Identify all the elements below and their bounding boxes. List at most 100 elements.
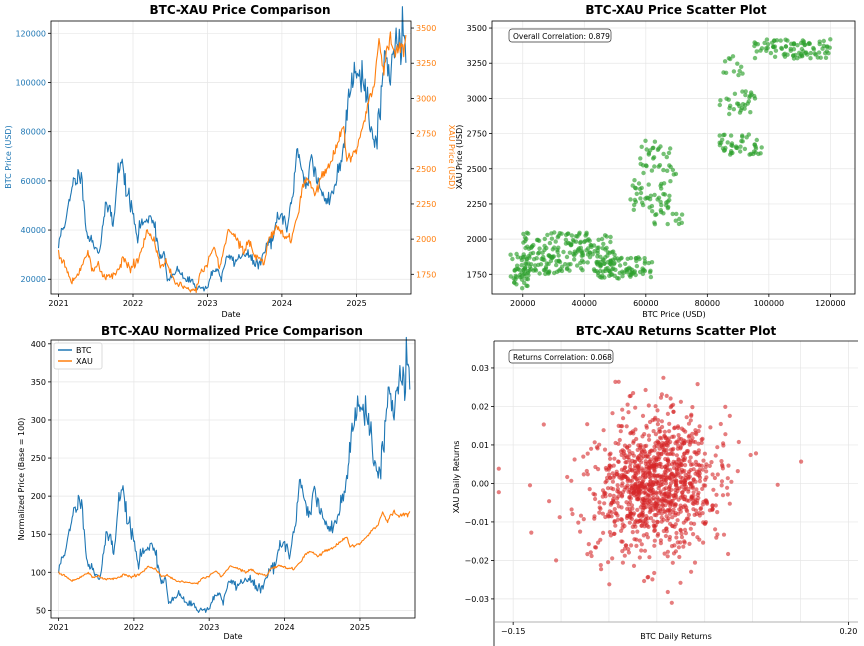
scatter-point (592, 268, 597, 274)
scatter-point (632, 475, 637, 480)
y-tick-label: 2750 (416, 130, 436, 139)
scatter-point (668, 451, 673, 456)
scatter-point (563, 232, 569, 238)
scatter-point (701, 458, 706, 463)
scatter-point (578, 240, 583, 245)
scatter-point (668, 405, 673, 410)
y-tick-label: 3500 (416, 24, 436, 33)
scatter-point (641, 470, 646, 475)
scatter-point (600, 246, 605, 251)
y-tick-label: 20000 (21, 275, 46, 284)
scatter-point (664, 154, 669, 160)
scatter-point (670, 524, 675, 529)
scatter-point (669, 600, 674, 605)
scatter-point (521, 240, 526, 245)
scatter-point (609, 486, 614, 491)
scatter-point (639, 185, 644, 191)
scatter-point (602, 275, 607, 280)
scatter-point (620, 407, 625, 412)
scatter-point (671, 409, 676, 414)
x-tick-label: 2022 (123, 299, 143, 308)
scatter-point (821, 38, 826, 44)
scatter-point (738, 149, 743, 154)
scatter-point (652, 570, 657, 576)
scatter-point (652, 525, 657, 530)
scatter-point (631, 270, 637, 275)
scatter-point (625, 476, 630, 481)
scatter-point (621, 474, 627, 479)
scatter-point (534, 256, 539, 261)
scatter-point (764, 48, 769, 53)
scatter-point (689, 569, 694, 574)
scatter-point (731, 107, 736, 112)
scatter-point (691, 532, 696, 537)
scatter-point (619, 255, 624, 261)
scatter-point (521, 231, 526, 237)
scatter-point (622, 523, 627, 529)
scatter-point (601, 258, 606, 263)
scatter-point (695, 501, 700, 506)
scatter-point (585, 472, 590, 477)
scatter-point (701, 483, 706, 488)
scatter-point (652, 139, 658, 144)
scatter-point (655, 495, 660, 500)
scatter-point (693, 439, 698, 445)
scatter-point (578, 260, 583, 266)
scatter-point (638, 196, 643, 201)
scatter-point (535, 251, 541, 256)
scatter-point (693, 497, 698, 502)
scatter-point (801, 39, 807, 44)
scatter-point (647, 437, 652, 442)
scatter-point (542, 236, 547, 242)
scatter-point (601, 428, 606, 433)
scatter-point (617, 437, 622, 443)
scatter-point (673, 474, 678, 479)
scatter-point (613, 523, 618, 528)
scatter-point (658, 461, 663, 466)
annotation-box (508, 28, 612, 43)
scatter-point (719, 459, 724, 464)
scatter-point (636, 181, 642, 186)
scatter-point (712, 475, 718, 481)
x-tick-label: 100000 (754, 299, 785, 308)
scatter-point (614, 496, 620, 501)
scatter-point (537, 246, 542, 251)
scatter-point (672, 425, 678, 430)
scatter-point (687, 459, 692, 464)
scatter-point (629, 543, 634, 548)
scatter-point (663, 481, 669, 486)
scatter-point (627, 443, 632, 448)
scatter-point (637, 538, 643, 543)
scatter-point (630, 451, 635, 456)
scatter-point (607, 269, 613, 275)
scatter-point (799, 46, 805, 52)
scatter-point (655, 520, 660, 525)
scatter-point (625, 402, 630, 407)
scatter-point (682, 503, 688, 508)
scatter-point (684, 516, 690, 521)
scatter-point (651, 429, 656, 434)
scatter-point (703, 477, 708, 482)
scatter-point (567, 250, 573, 255)
x-tick-label: 60000 (633, 299, 658, 308)
scatter-point (673, 502, 679, 507)
scatter-point (642, 548, 648, 553)
x-tick-label: −0.15 (501, 627, 526, 636)
scatter-point (529, 530, 534, 535)
scatter-point (595, 251, 600, 256)
scatter-point (560, 264, 565, 269)
x-tick-label: 2024 (272, 299, 292, 308)
scatter-point (659, 519, 664, 524)
legend-xau-label: XAU (76, 357, 93, 366)
scatter-point (628, 511, 633, 516)
scatter-point (731, 69, 737, 74)
scatter-point (638, 443, 643, 448)
scatter-point (615, 483, 620, 488)
scatter-point (648, 475, 653, 480)
scatter-point (720, 137, 725, 142)
scatter-point (676, 457, 682, 462)
scatter-point (700, 510, 705, 516)
scatter-point (613, 440, 618, 446)
scatter-point (708, 425, 713, 430)
scatter-point (593, 496, 598, 502)
